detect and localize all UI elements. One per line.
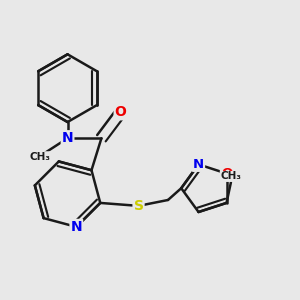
Text: CH₃: CH₃	[220, 171, 242, 182]
Text: N: N	[193, 158, 204, 171]
Text: N: N	[62, 131, 74, 145]
Text: S: S	[134, 199, 143, 213]
Text: O: O	[221, 167, 232, 180]
Text: O: O	[115, 105, 127, 119]
Text: N: N	[70, 220, 82, 234]
Text: CH₃: CH₃	[30, 152, 51, 162]
